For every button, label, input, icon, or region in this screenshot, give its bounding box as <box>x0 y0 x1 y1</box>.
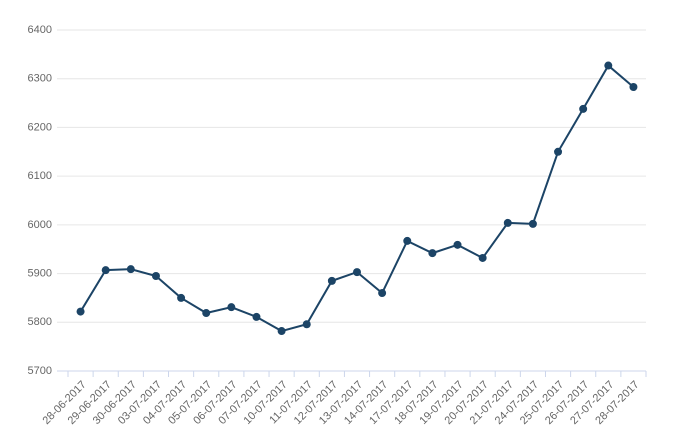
point <box>403 236 412 245</box>
y-tick-label: 6400 <box>28 24 52 36</box>
point <box>629 82 638 91</box>
y-tick-label: 5800 <box>28 316 52 328</box>
point <box>327 276 336 285</box>
point <box>177 293 186 302</box>
y-tick-label: 6000 <box>28 219 52 231</box>
point <box>151 272 160 281</box>
line <box>79 64 635 333</box>
point <box>478 253 487 262</box>
point <box>554 147 563 156</box>
y-tick-label: 6300 <box>28 73 52 85</box>
y-tick-label: 6200 <box>28 121 52 133</box>
point <box>353 268 361 277</box>
point <box>126 265 135 274</box>
y-tick-label: 6100 <box>28 170 52 182</box>
y-tick-label: 5900 <box>28 267 52 279</box>
point <box>202 309 211 318</box>
point <box>101 266 110 275</box>
point <box>604 61 613 70</box>
point <box>428 249 437 258</box>
point <box>252 312 261 321</box>
point <box>453 240 462 249</box>
point <box>227 303 236 312</box>
y-tick-label: 5700 <box>28 365 52 377</box>
point <box>503 218 512 227</box>
point <box>277 327 286 336</box>
point <box>76 307 85 316</box>
point <box>378 289 387 298</box>
point <box>302 320 311 329</box>
point <box>528 219 537 228</box>
point <box>579 104 588 113</box>
